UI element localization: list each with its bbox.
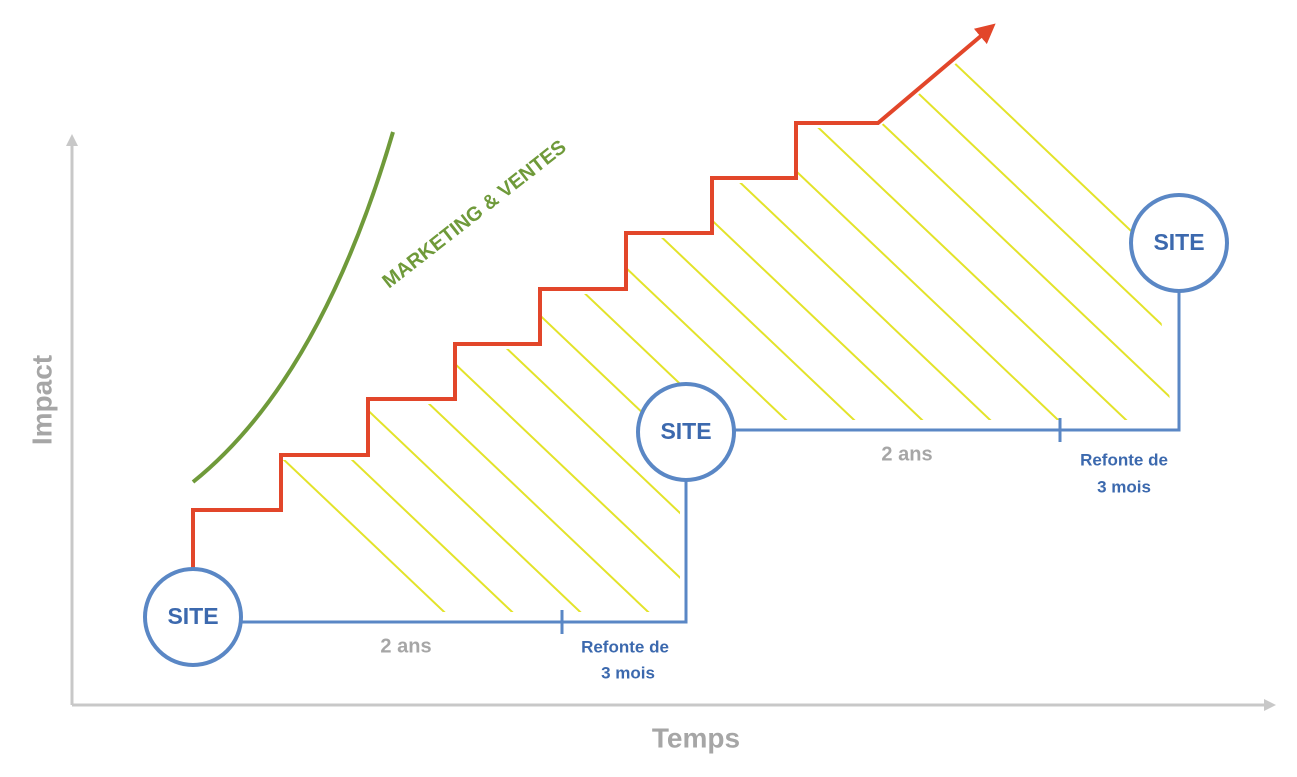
redesign: 3 mois (601, 663, 655, 682)
site-1: SITE (143, 567, 243, 667)
curve-label: MARKETING & VENTES (378, 136, 570, 293)
hatch-line (200, 35, 501, 612)
hatch-line (479, 35, 1172, 612)
hatch-line (275, 35, 977, 612)
hatch-line (683, 35, 1172, 612)
staircase (191, 23, 996, 568)
hatch-line (547, 35, 1172, 612)
site-label: SITE (1153, 229, 1204, 255)
site-label: SITE (167, 603, 218, 629)
hatch-line (200, 35, 705, 612)
redesign: Refonte de (1080, 450, 1168, 469)
redesign: Refonte de (581, 637, 669, 656)
duration: 2 ans (881, 443, 932, 465)
growth-curve (191, 131, 395, 484)
hatch-line (955, 35, 1172, 612)
site-label: SITE (660, 418, 711, 444)
hatch-line (887, 35, 1172, 612)
x-axis-label: Temps (652, 722, 740, 753)
duration: 2 ans (380, 635, 431, 657)
timeline (241, 291, 1181, 634)
hatch-line (200, 35, 569, 612)
hatch-line (200, 35, 773, 612)
site-2: SITE (636, 382, 736, 482)
redesign: 3 mois (1097, 477, 1151, 496)
y-axis-label: Impact (26, 355, 57, 445)
hatch-line (411, 35, 1113, 612)
hatch-line (1159, 35, 1172, 612)
hatch-line (615, 35, 1172, 612)
hatch-line (200, 35, 841, 612)
hatch-line (819, 35, 1172, 612)
hatch-line (751, 35, 1172, 612)
site-3: SITE (1129, 193, 1229, 293)
hatch-line (343, 35, 1045, 612)
hatch-line (1091, 35, 1172, 612)
hatch-line (1023, 35, 1172, 612)
